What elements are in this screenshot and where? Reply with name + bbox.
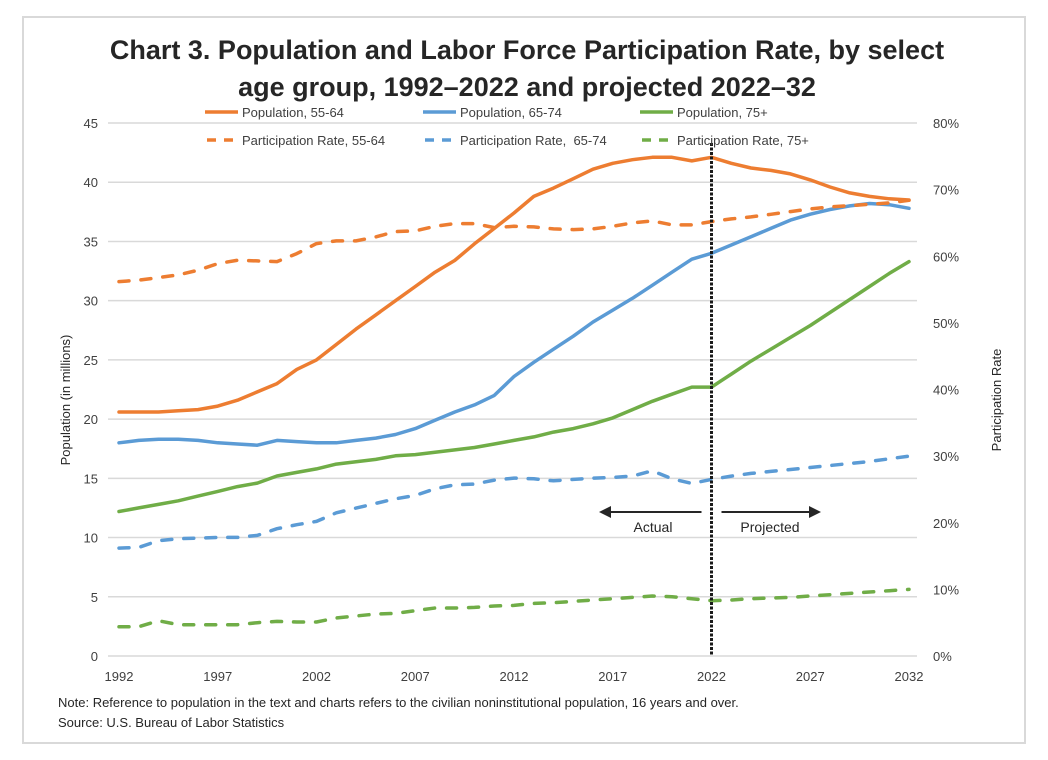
chart-notes: Note: Reference to population in the tex… <box>58 695 739 730</box>
y2-axis-label: Participation Rate <box>989 349 1004 452</box>
y-tick-label: 15 <box>84 471 98 486</box>
legend-label: Participation Rate, 75+ <box>677 133 809 148</box>
note-text: Note: Reference to population in the tex… <box>58 695 739 710</box>
legend-item: Participation Rate, 55-64 <box>207 133 385 148</box>
chart-title-line-2: age group, 1992–2022 and projected 2022–… <box>238 72 816 102</box>
series-line-participation-rate-75 <box>117 587 911 629</box>
source-text: Source: U.S. Bureau of Labor Statistics <box>58 715 285 730</box>
actual-arrow-head <box>599 506 611 518</box>
y-tick-label: 10 <box>84 531 98 546</box>
legend-label: Population, 55-64 <box>242 105 344 120</box>
legend-item: Population, 65-74 <box>423 105 562 120</box>
y2-tick-label: 20% <box>933 516 959 531</box>
legend-item: Participation Rate, 75+ <box>642 133 809 148</box>
x-tick-label: 2007 <box>401 669 430 684</box>
chart-title-line-1: Chart 3. Population and Labor Force Part… <box>110 35 944 65</box>
legend-item: Population, 75+ <box>640 105 768 120</box>
y2-tick-label: 10% <box>933 582 959 597</box>
y-tick-label: 30 <box>84 294 98 309</box>
y-axis-ticks: 0 5 10 15 20 25 30 35 40 45 <box>84 116 98 664</box>
y-tick-label: 45 <box>84 116 98 131</box>
legend-label: Population, 75+ <box>677 105 768 120</box>
y2-tick-label: 80% <box>933 116 959 131</box>
legend-item: Population, 55-64 <box>205 105 344 120</box>
y-tick-label: 40 <box>84 175 98 190</box>
legend-label: Participation Rate, 55-64 <box>242 133 385 148</box>
x-axis-ticks: 1992 1997 2002 2007 2012 2017 2022 2027 2032 <box>105 669 924 684</box>
y-tick-label: 35 <box>84 234 98 249</box>
y2-axis-ticks: 0% 10% 20% 30% 40% 50% 60% 70% 80% <box>933 116 959 664</box>
y2-tick-label: 30% <box>933 449 959 464</box>
series-line-population-65-74 <box>117 201 911 447</box>
y2-tick-label: 70% <box>933 183 959 198</box>
y2-tick-label: 0% <box>933 649 952 664</box>
y-tick-label: 0 <box>91 649 98 664</box>
legend: Population, 55-64 Population, 65-74 Popula… <box>205 105 809 148</box>
legend-label: Participation Rate, 65-74 <box>460 133 607 148</box>
series-line-population-75 <box>117 259 911 514</box>
x-tick-label: 2027 <box>796 669 825 684</box>
note-prefix: Note <box>58 695 85 710</box>
series-line-population-55-64 <box>117 155 911 414</box>
chart-title: Chart 3. Population and Labor Force Part… <box>110 35 944 102</box>
projected-label: Projected <box>740 519 799 535</box>
x-tick-label: 1997 <box>203 669 232 684</box>
chart-frame <box>22 16 1026 744</box>
y-axis-label: Population (in millions) <box>58 335 73 466</box>
y2-tick-label: 40% <box>933 383 959 398</box>
x-tick-label: 1992 <box>105 669 134 684</box>
x-tick-label: 2032 <box>895 669 924 684</box>
series-layer <box>117 155 911 629</box>
y-tick-label: 5 <box>91 590 98 605</box>
note-body: : Reference to population in the text an… <box>85 695 738 710</box>
y-tick-label: 25 <box>84 353 98 368</box>
x-tick-label: 2022 <box>697 669 726 684</box>
legend-item: Participation Rate, 65-74 <box>425 133 607 148</box>
legend-label: Population, 65-74 <box>460 105 562 120</box>
y2-tick-label: 50% <box>933 316 959 331</box>
series-line-participation-rate-65-74 <box>117 454 911 550</box>
x-tick-label: 2017 <box>598 669 627 684</box>
gridlines <box>108 122 917 657</box>
x-tick-label: 2012 <box>500 669 529 684</box>
projected-arrow-head <box>809 506 821 518</box>
series-line-participation-rate-55-64 <box>117 198 911 284</box>
x-tick-label: 2002 <box>302 669 331 684</box>
y-tick-label: 20 <box>84 412 98 427</box>
actual-label: Actual <box>634 519 673 535</box>
y2-tick-label: 60% <box>933 249 959 264</box>
actual-projected-annotation: Actual Projected <box>599 506 821 535</box>
